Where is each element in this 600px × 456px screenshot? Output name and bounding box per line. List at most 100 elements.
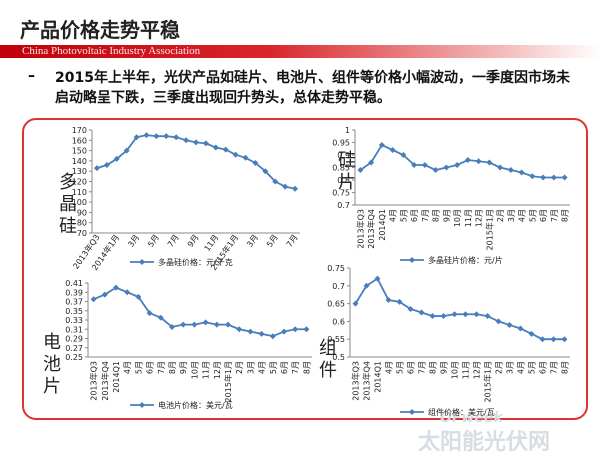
point [517,325,524,332]
point [506,321,513,328]
legend-label: 组件价格：美元/瓦 [428,407,495,417]
x-tick-label: 8月 [429,361,438,374]
y-tick-label: 0.8 [337,176,350,185]
x-tick-label: 2月 [496,209,505,222]
x-tick-label: 2013年Q3 [355,209,365,249]
y-tick-label: 140 [72,157,87,166]
x-tick-label: 8月 [302,361,311,374]
point [418,309,425,316]
legend-marker [409,257,415,263]
point [103,162,110,169]
point [374,275,381,282]
x-tick-label: 5月 [265,233,280,249]
point [440,313,447,320]
point [550,336,557,343]
x-tick-label: 7月 [285,233,300,249]
point [213,321,220,328]
point [262,168,269,175]
point [232,151,239,158]
y-tick-label: 160 [72,136,87,145]
point [385,297,392,304]
y-tick-label: 90 [77,208,87,217]
x-tick-label: 6月 [407,361,416,374]
point [191,321,198,328]
legend-label: 电池片价格：美元/瓦 [158,400,233,410]
x-tick-label: 2014Q1 [112,361,121,393]
x-tick-label: 4月 [518,209,527,222]
y-tick-label: 1 [345,126,350,135]
x-tick-label: 4月 [517,361,526,374]
x-tick-label: 11月 [202,361,211,379]
x-tick-label: 2013年Q4 [100,361,110,401]
point [407,305,414,312]
y-axis-label: 硅片 [338,150,356,193]
bullet: – [28,68,35,84]
x-tick-label: 11月 [203,233,221,253]
point [443,164,450,171]
x-tick-label: 12月 [213,361,222,379]
title-bar [0,45,600,58]
x-tick-label: 2月 [495,361,504,374]
x-tick-label: 7月 [421,209,430,222]
y-tick-label: 0.75 [327,264,345,273]
point [486,159,493,166]
x-tick-label: 2014Q1 [374,361,383,393]
x-tick-label: 10月 [190,361,199,379]
point [396,298,403,305]
point [292,326,299,333]
x-tick-label: 9月 [440,361,449,374]
point [222,146,229,153]
x-tick-label: 8月 [561,361,570,374]
x-tick-label: 6月 [539,209,548,222]
x-tick-label: 8月 [561,209,570,222]
point [454,162,461,168]
point [90,296,97,303]
x-tick-label: 3月 [126,233,141,249]
point [101,291,108,298]
point [123,147,130,154]
point [400,152,407,158]
point [507,167,514,173]
x-tick-label: 4月 [385,361,394,374]
point [484,313,491,320]
point [180,321,187,328]
legend-marker [409,409,415,415]
x-tick-label: 5月 [396,361,405,374]
y-tick-label: 100 [72,198,87,207]
x-tick-label: 6月 [410,209,419,222]
x-tick-label: 2015年1月 [223,361,233,402]
x-tick-label: 6月 [280,361,289,374]
point [363,282,370,289]
x-tick-label: 2015年1月 [484,209,494,250]
x-tick-label: 4月 [258,361,267,374]
y-tick-label: 70 [77,229,87,238]
point [421,162,428,168]
x-tick-label: 2013年Q3 [351,361,361,401]
point [540,174,547,181]
x-tick-label: 12月 [473,361,482,379]
x-tick-label: 5月 [528,361,537,374]
y-tick-label: 0.33 [65,316,83,325]
point [163,133,170,140]
x-tick-label: 3月 [246,361,255,374]
y-axis-label: 组件 [319,338,337,381]
x-tick-label: 6月 [146,361,155,374]
y-tick-label: 0.65 [327,300,345,309]
x-tick-label: 11月 [464,209,473,227]
point [539,336,546,343]
point [378,142,385,148]
series-line [354,277,565,341]
y-tick-label: 120 [72,178,87,187]
x-tick-label: 9月 [186,233,201,249]
series-line [93,286,307,338]
y-tick-label: 0.25 [65,353,83,362]
y-tick-label: 0.29 [65,335,83,344]
point [561,174,568,181]
point [202,140,209,147]
point [124,289,131,296]
point [303,326,310,333]
x-tick-label: 5月 [146,233,161,249]
y-tick-label: 0.7 [332,282,345,291]
point [357,167,364,173]
